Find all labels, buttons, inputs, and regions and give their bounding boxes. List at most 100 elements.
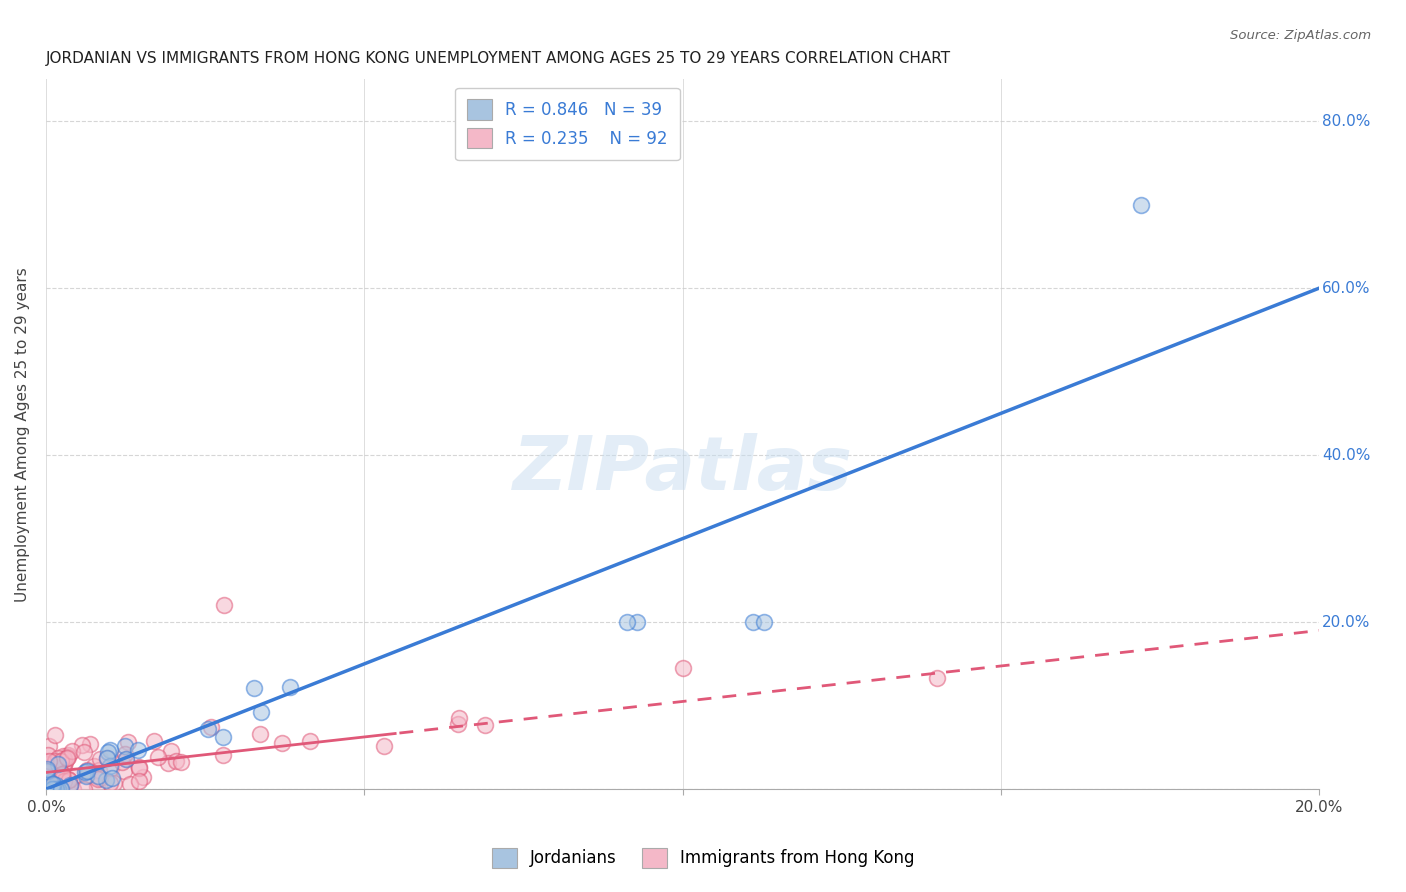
Point: [44, 782, 66, 797]
Point: [671, 661, 693, 675]
Point: [132, 771, 155, 785]
Point: [51, 754, 73, 768]
Point: [373, 739, 395, 753]
Point: [197, 723, 219, 737]
Point: [112, 764, 135, 778]
Text: 40.0%: 40.0%: [1322, 448, 1371, 463]
Point: [49, 764, 72, 779]
Text: JORDANIAN VS IMMIGRANTS FROM HONG KONG UNEMPLOYMENT AMONG AGES 25 TO 29 YEARS CO: JORDANIAN VS IMMIGRANTS FROM HONG KONG U…: [46, 51, 950, 66]
Point: [44, 754, 66, 768]
Point: [250, 705, 273, 719]
Text: 20.0%: 20.0%: [1322, 615, 1371, 630]
Point: [46, 757, 69, 772]
Point: [160, 744, 183, 758]
Point: [49, 782, 72, 797]
Point: [45, 782, 67, 797]
Point: [114, 739, 136, 753]
Point: [76, 764, 98, 778]
Point: [271, 736, 294, 750]
Point: [58, 773, 80, 788]
Point: [98, 759, 121, 773]
Point: [37, 765, 59, 780]
Point: [742, 615, 765, 629]
Point: [51, 773, 73, 788]
Point: [474, 718, 496, 732]
Point: [73, 764, 96, 779]
Point: [44, 765, 66, 780]
Point: [72, 745, 94, 759]
Point: [212, 748, 235, 763]
Point: [38, 739, 60, 754]
Point: [52, 759, 75, 773]
Point: [86, 779, 108, 793]
Point: [44, 780, 66, 794]
Point: [72, 782, 94, 797]
Point: [626, 615, 648, 629]
Point: [45, 782, 67, 797]
Point: [89, 751, 111, 765]
Text: 80.0%: 80.0%: [1322, 113, 1371, 128]
Point: [49, 781, 72, 796]
Point: [170, 756, 193, 770]
Point: [96, 750, 118, 764]
Point: [49, 779, 72, 793]
Point: [52, 749, 75, 764]
Point: [45, 778, 67, 792]
Point: [42, 777, 65, 791]
Legend: Jordanians, Immigrants from Hong Kong: Jordanians, Immigrants from Hong Kong: [485, 841, 921, 875]
Point: [117, 735, 139, 749]
Point: [97, 745, 120, 759]
Point: [35, 780, 58, 794]
Point: [37, 779, 59, 793]
Point: [53, 752, 76, 766]
Point: [51, 767, 73, 781]
Point: [212, 599, 235, 613]
Point: [87, 764, 110, 778]
Point: [39, 778, 62, 792]
Point: [37, 764, 59, 779]
Point: [76, 767, 98, 781]
Point: [44, 764, 66, 778]
Point: [38, 774, 60, 789]
Y-axis label: Unemployment Among Ages 25 to 29 years: Unemployment Among Ages 25 to 29 years: [15, 267, 30, 601]
Point: [165, 755, 187, 769]
Point: [146, 750, 169, 764]
Point: [89, 771, 111, 785]
Text: 60.0%: 60.0%: [1322, 281, 1371, 295]
Point: [53, 773, 76, 788]
Point: [63, 769, 86, 783]
Point: [143, 734, 166, 748]
Point: [754, 615, 776, 629]
Point: [103, 776, 125, 790]
Point: [1130, 197, 1153, 211]
Point: [56, 751, 79, 765]
Point: [37, 782, 59, 797]
Point: [87, 769, 110, 783]
Point: [98, 743, 121, 757]
Point: [59, 778, 82, 792]
Point: [111, 755, 134, 769]
Point: [44, 728, 66, 742]
Point: [616, 615, 638, 629]
Point: [120, 777, 142, 791]
Point: [243, 681, 266, 696]
Point: [75, 769, 97, 783]
Point: [39, 772, 62, 786]
Point: [53, 757, 76, 772]
Point: [45, 782, 67, 797]
Point: [79, 737, 101, 751]
Point: [56, 772, 79, 787]
Point: [446, 716, 468, 731]
Point: [98, 775, 121, 789]
Point: [53, 755, 76, 769]
Point: [128, 761, 150, 775]
Point: [46, 751, 69, 765]
Point: [38, 754, 60, 768]
Point: [37, 779, 59, 793]
Text: Source: ZipAtlas.com: Source: ZipAtlas.com: [1230, 29, 1371, 43]
Point: [56, 747, 79, 762]
Point: [56, 782, 79, 797]
Point: [38, 766, 60, 780]
Point: [39, 782, 62, 797]
Point: [41, 782, 63, 797]
